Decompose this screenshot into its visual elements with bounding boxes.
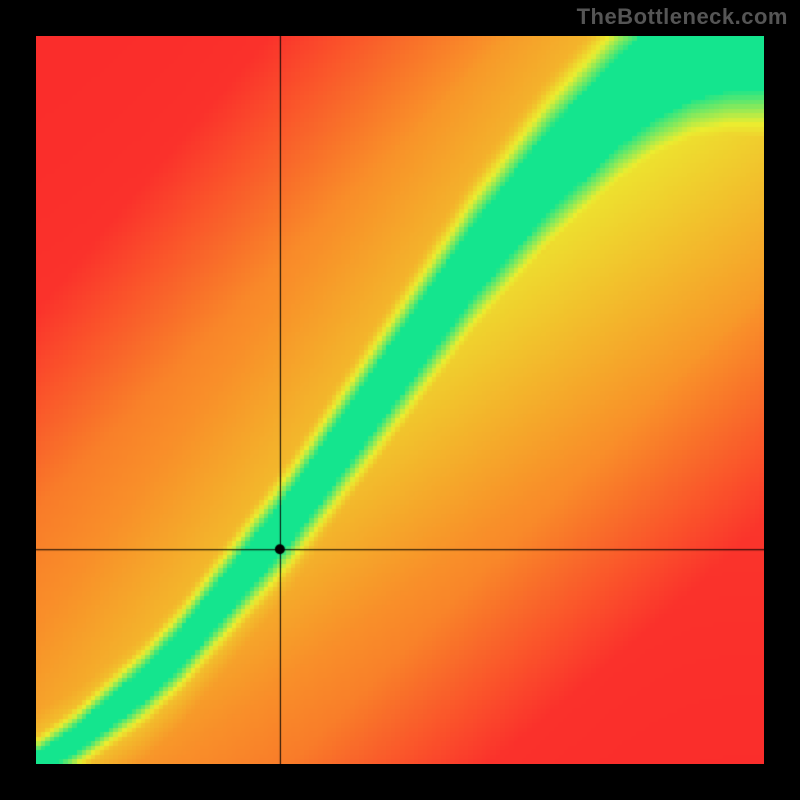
watermark-text: TheBottleneck.com [577, 4, 788, 30]
chart-container: TheBottleneck.com [0, 0, 800, 800]
bottleneck-heatmap [36, 36, 764, 764]
